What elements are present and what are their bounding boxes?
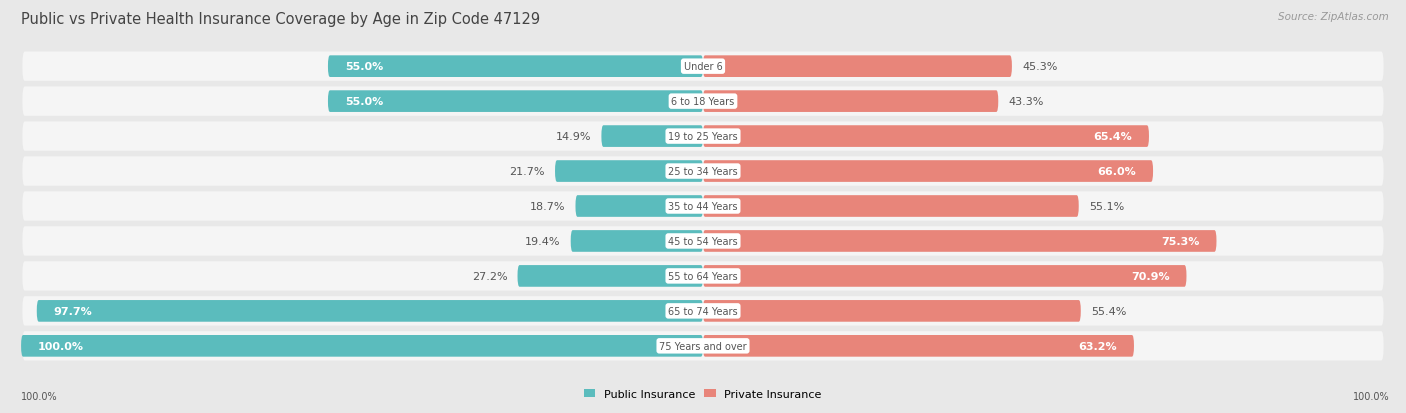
Text: Public vs Private Health Insurance Coverage by Age in Zip Code 47129: Public vs Private Health Insurance Cover…: [21, 12, 540, 27]
FancyBboxPatch shape: [21, 335, 703, 357]
Text: 65 to 74 Years: 65 to 74 Years: [668, 306, 738, 316]
Text: 100.0%: 100.0%: [21, 391, 58, 401]
Text: 6 to 18 Years: 6 to 18 Years: [672, 97, 734, 107]
Text: 70.9%: 70.9%: [1130, 271, 1170, 281]
FancyBboxPatch shape: [703, 335, 1135, 357]
Text: 75.3%: 75.3%: [1161, 236, 1199, 247]
Text: 14.9%: 14.9%: [555, 132, 591, 142]
Text: 35 to 44 Years: 35 to 44 Years: [668, 202, 738, 211]
Legend: Public Insurance, Private Insurance: Public Insurance, Private Insurance: [579, 385, 827, 404]
Text: 66.0%: 66.0%: [1097, 166, 1136, 177]
Text: 55.4%: 55.4%: [1091, 306, 1126, 316]
Text: Under 6: Under 6: [683, 62, 723, 72]
Text: 65.4%: 65.4%: [1094, 132, 1132, 142]
FancyBboxPatch shape: [703, 126, 1149, 147]
FancyBboxPatch shape: [703, 266, 1187, 287]
Text: 43.3%: 43.3%: [1008, 97, 1043, 107]
FancyBboxPatch shape: [22, 261, 1384, 291]
FancyBboxPatch shape: [575, 196, 703, 217]
FancyBboxPatch shape: [602, 126, 703, 147]
FancyBboxPatch shape: [328, 91, 703, 113]
Text: 55.1%: 55.1%: [1090, 202, 1125, 211]
Text: 19 to 25 Years: 19 to 25 Years: [668, 132, 738, 142]
FancyBboxPatch shape: [22, 331, 1384, 361]
FancyBboxPatch shape: [703, 300, 1081, 322]
FancyBboxPatch shape: [37, 300, 703, 322]
Text: 45 to 54 Years: 45 to 54 Years: [668, 236, 738, 247]
Text: 21.7%: 21.7%: [509, 166, 544, 177]
FancyBboxPatch shape: [328, 56, 703, 78]
FancyBboxPatch shape: [22, 52, 1384, 82]
Text: 75 Years and over: 75 Years and over: [659, 341, 747, 351]
Text: 55 to 64 Years: 55 to 64 Years: [668, 271, 738, 281]
FancyBboxPatch shape: [703, 91, 998, 113]
Text: 55.0%: 55.0%: [344, 62, 384, 72]
FancyBboxPatch shape: [703, 196, 1078, 217]
FancyBboxPatch shape: [22, 192, 1384, 221]
Text: 63.2%: 63.2%: [1078, 341, 1116, 351]
FancyBboxPatch shape: [517, 266, 703, 287]
FancyBboxPatch shape: [703, 56, 1012, 78]
Text: 100.0%: 100.0%: [1353, 391, 1389, 401]
Text: 27.2%: 27.2%: [471, 271, 508, 281]
FancyBboxPatch shape: [22, 227, 1384, 256]
Text: 45.3%: 45.3%: [1022, 62, 1057, 72]
Text: 55.0%: 55.0%: [344, 97, 384, 107]
Text: 19.4%: 19.4%: [524, 236, 561, 247]
FancyBboxPatch shape: [571, 230, 703, 252]
FancyBboxPatch shape: [555, 161, 703, 183]
Text: Source: ZipAtlas.com: Source: ZipAtlas.com: [1278, 12, 1389, 22]
Text: 18.7%: 18.7%: [530, 202, 565, 211]
FancyBboxPatch shape: [703, 161, 1153, 183]
Text: 97.7%: 97.7%: [53, 306, 93, 316]
FancyBboxPatch shape: [22, 157, 1384, 186]
Text: 100.0%: 100.0%: [38, 341, 84, 351]
FancyBboxPatch shape: [703, 230, 1216, 252]
FancyBboxPatch shape: [22, 122, 1384, 152]
Text: 25 to 34 Years: 25 to 34 Years: [668, 166, 738, 177]
FancyBboxPatch shape: [22, 297, 1384, 326]
FancyBboxPatch shape: [22, 87, 1384, 116]
